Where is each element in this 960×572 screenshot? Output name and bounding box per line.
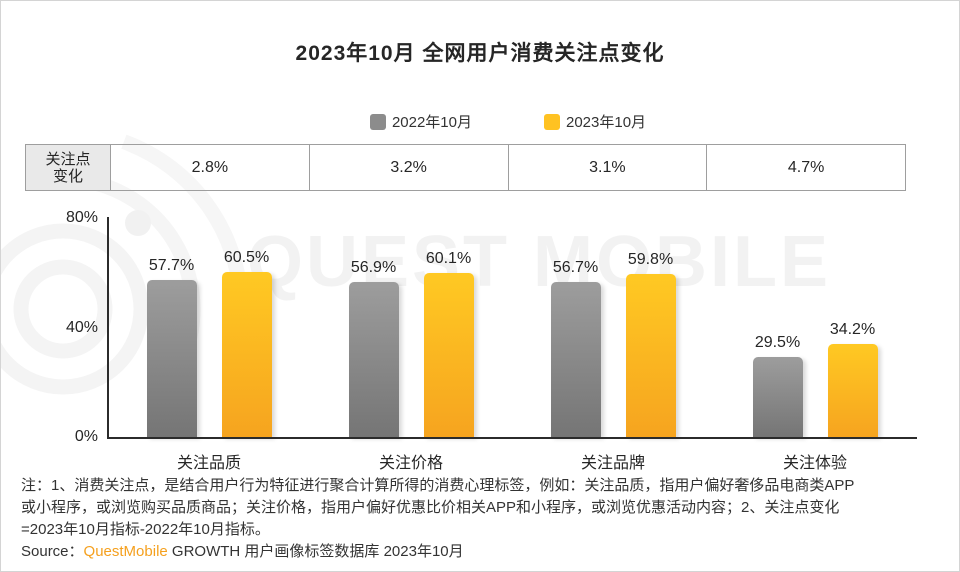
change-value-experience: 4.7% (706, 145, 905, 190)
bar-value-label: 59.8% (627, 251, 674, 268)
bar (827, 344, 878, 437)
change-value-brand: 3.1% (507, 145, 707, 190)
bar-with-label: 29.5% (752, 334, 803, 437)
bar (423, 273, 474, 437)
source-rest: GROWTH 用户画像标签数据库 2023年10月 (167, 543, 464, 560)
bar-value-label: 56.7% (552, 259, 599, 276)
legend-item-2022: 2022年10月 (369, 111, 472, 132)
change-table-header-line1: 关注点 (45, 150, 91, 168)
ytick-0: 0% (74, 428, 98, 445)
bar (625, 274, 676, 437)
legend-label-2022: 2022年10月 (391, 114, 472, 131)
category-label: 关注品质 (176, 455, 241, 472)
bar-value-label: 60.5% (223, 249, 270, 266)
bar-value-label: 34.2% (829, 321, 876, 338)
bar-with-label: 60.5% (221, 249, 272, 437)
bar-group: 57.7% 60.5% (108, 219, 310, 437)
note-line-2: 或小程序，或浏览购买品质商品；关注价格，指用户偏好优惠比价相关APP和小程序，或… (21, 499, 840, 516)
change-value-price: 3.2% (308, 145, 508, 190)
source-label: Source： (21, 543, 84, 560)
bar-group: 56.7% 59.8% (512, 219, 714, 437)
x-axis-line (107, 437, 917, 439)
legend-label-2023: 2023年10月 (566, 114, 647, 131)
bar-value-label: 60.1% (425, 250, 472, 267)
ytick-40: 40% (65, 319, 98, 336)
change-value-quality: 2.8% (110, 145, 309, 190)
note-line-3: =2023年10月指标-2022年10月指标。 (21, 521, 270, 538)
category-labels: 关注品质 关注价格 关注品牌 关注体验 (108, 449, 916, 473)
chart-legend: 2022年10月 2023年10月 (1, 111, 959, 132)
footnotes: 注：1、消费关注点，是结合用户行为特征进行聚合计算所得的消费心理标签，例如：关注… (21, 475, 943, 563)
change-table: 关注点 变化 2.8% 3.2% 3.1% 4.7% (25, 144, 906, 191)
bar (146, 280, 197, 437)
plot-area: 57.7% 60.5% 56.9% 60.1% 56.7% 59.8% 29.5% 34.2% (108, 219, 916, 437)
page-title: 2023年10月 全网用户消费关注点变化 (295, 42, 665, 65)
bar-group: 56.9% 60.1% (310, 219, 512, 437)
bar-with-label: 59.8% (625, 251, 676, 437)
legend-swatch-gray (369, 113, 386, 130)
bar (550, 282, 601, 437)
bar (221, 272, 272, 437)
source-brand: QuestMobile (83, 543, 168, 560)
bar-chart: QUEST MOBILE 80% 40% 0% 57.7% 60.5% 56.9% 6… (1, 201, 959, 473)
change-table-header-line2: 变化 (52, 167, 83, 185)
bar-value-label: 29.5% (754, 334, 801, 351)
bar (348, 282, 399, 437)
legend-item-2023: 2023年10月 (544, 111, 646, 132)
note-line-1: 注：1、消费关注点，是结合用户行为特征进行聚合计算所得的消费心理标签，例如：关注… (21, 477, 855, 494)
ytick-80: 80% (65, 209, 98, 226)
change-table-header: 关注点 变化 (26, 145, 110, 190)
bar-with-label: 34.2% (827, 321, 878, 437)
bar-with-label: 57.7% (146, 257, 197, 437)
bar-with-label: 60.1% (423, 250, 474, 437)
category-label: 关注品牌 (580, 455, 645, 472)
category-label: 关注体验 (782, 455, 847, 472)
bar-group: 29.5% 34.2% (714, 219, 916, 437)
y-axis-line (107, 217, 109, 439)
source-line: Source：QuestMobile GROWTH 用户画像标签数据库 2023… (21, 541, 943, 563)
bar (752, 357, 803, 437)
bar-with-label: 56.7% (550, 259, 601, 437)
bar-value-label: 57.7% (148, 257, 195, 274)
category-label: 关注价格 (378, 455, 443, 472)
bar-value-label: 56.9% (350, 259, 397, 276)
legend-swatch-yellow (544, 113, 560, 130)
bar-with-label: 56.9% (348, 259, 399, 437)
